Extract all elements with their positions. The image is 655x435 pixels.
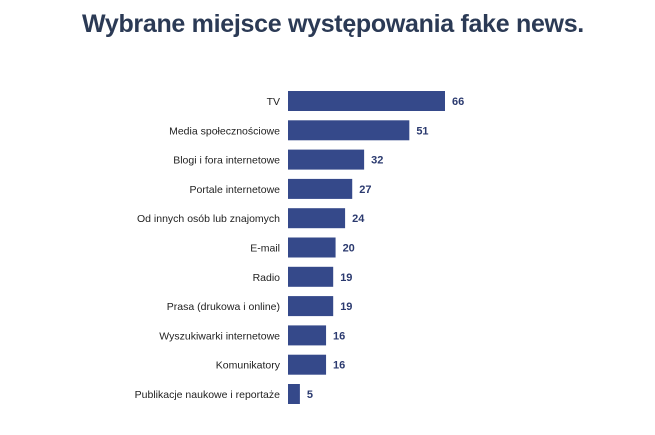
bars-group: TV 66 Media społecznościowe 51 Blogi i fora … [135,91,464,404]
value-label-e-mail: 20 [343,243,355,255]
category-label-komunikatory: Komunikatory [216,360,281,372]
value-label-od-innych-osob-lub-znajomych: 24 [352,213,365,225]
category-label-media-spolecznosciowe: Media społecznościowe [169,125,280,137]
category-label-prasa-drukowa-i-online: Prasa (drukowa i online) [167,301,280,313]
bar-prasa-drukowa-i-online [288,296,334,317]
bar-wyszukiwarki-internetowe [288,325,327,346]
category-label-publikacje-naukowe-i-reportaze: Publikacje naukowe i reportaże [135,389,280,401]
bar-media-spolecznosciowe [288,120,410,141]
value-label-tv: 66 [452,96,464,108]
value-label-publikacje-naukowe-i-reportaze: 5 [307,389,313,401]
category-label-od-innych-osob-lub-znajomych: Od innych osób lub znajomych [137,213,280,225]
value-label-portale-internetowe: 27 [359,184,371,196]
bar-radio [288,266,334,287]
category-label-wyszukiwarki-internetowe: Wyszukiwarki internetowe [159,330,280,342]
bar-komunikatory [288,354,327,375]
bar-portale-internetowe [288,178,353,199]
value-label-media-spolecznosciowe: 51 [416,125,428,137]
value-label-prasa-drukowa-i-online: 19 [340,301,352,313]
category-label-radio: Radio [253,272,281,284]
category-label-tv: TV [267,96,280,108]
chart-title: Wybrane miejsce występowania fake news. [82,10,584,38]
value-label-wyszukiwarki-internetowe: 16 [333,330,345,342]
bar-tv [288,91,445,111]
value-label-komunikatory: 16 [333,360,345,372]
category-label-e-mail: E-mail [250,243,280,255]
bar-blogi-i-fora-internetowe [288,149,365,170]
category-label-blogi-i-fora-internetowe: Blogi i fora internetowe [173,155,280,167]
value-label-radio: 19 [340,272,352,284]
value-label-blogi-i-fora-internetowe: 32 [371,155,383,167]
bar-e-mail [288,237,336,258]
category-label-portale-internetowe: Portale internetowe [190,184,281,196]
bar-publikacje-naukowe-i-reportaze [288,384,300,404]
bar-od-innych-osob-lub-znajomych [288,208,346,229]
